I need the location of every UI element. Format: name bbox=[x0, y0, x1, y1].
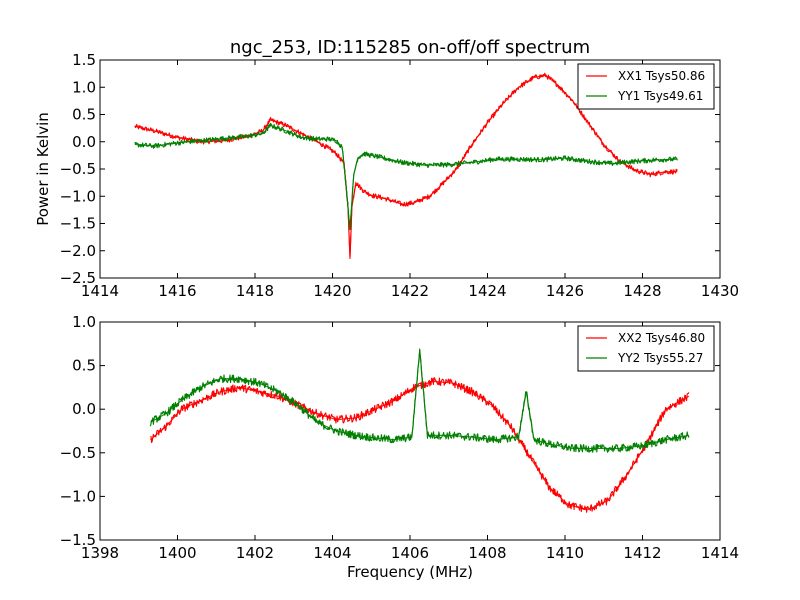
top-legend-label-xx1: XX1 Tsys50.86 bbox=[618, 69, 705, 83]
bottom-y-tick-label: −1.5 bbox=[60, 531, 96, 549]
bottom-legend-box bbox=[577, 325, 715, 372]
top-y-tick-label: −0.5 bbox=[60, 160, 96, 178]
top-chart-title: ngc_253, ID:115285 on-off/off spectrum bbox=[230, 37, 590, 58]
bottom-x-tick-label: 1408 bbox=[468, 544, 506, 562]
bottom-x-tick-label: 1414 bbox=[701, 544, 739, 562]
bottom-series-anchor-1 bbox=[150, 349, 690, 449]
top-x-tick-label: 1416 bbox=[158, 282, 196, 300]
top-x-tick-label: 1430 bbox=[701, 282, 739, 300]
top-y-tick-label: −1.0 bbox=[60, 187, 96, 205]
bottom-y-tick-label: −0.5 bbox=[60, 444, 96, 462]
bottom-legend: XX2 Tsys46.80 YY2 Tsys55.27 bbox=[577, 325, 715, 372]
top-plot-frame bbox=[99, 59, 721, 279]
bottom-y-tick-label: 0.0 bbox=[72, 400, 96, 418]
bottom-x-tick-label: 1398 bbox=[81, 544, 119, 562]
bottom-x-tick-label: 1402 bbox=[236, 544, 274, 562]
top-legend: XX1 Tsys50.86 YY1 Tsys49.61 bbox=[577, 63, 715, 110]
top-ticks-group: 1414 1416 1418 1420 1422 1424 1426 1428 1430 −2.5… bbox=[60, 51, 740, 300]
bottom-y-tick-label: 1.0 bbox=[72, 313, 96, 331]
bottom-ticks-group: 1398 1400 1402 1404 1406 1408 1410 1412 1414 −1.5… bbox=[60, 313, 740, 562]
top-y-tick-label: 1.0 bbox=[72, 78, 96, 96]
bottom-x-tick-label: 1406 bbox=[391, 544, 429, 562]
bottom-series-line-1 bbox=[149, 348, 690, 453]
top-x-tick-label: 1426 bbox=[546, 282, 584, 300]
top-series-group bbox=[134, 72, 678, 259]
bottom-x-tick-label: 1410 bbox=[546, 544, 584, 562]
top-x-tick-label: 1424 bbox=[468, 282, 506, 300]
bottom-series-group bbox=[149, 348, 690, 513]
top-y-tick-label: 0.0 bbox=[72, 133, 96, 151]
top-y-axis-label: Power in Kelvin bbox=[34, 112, 52, 226]
bottom-x-tick-label: 1400 bbox=[158, 544, 196, 562]
top-legend-label-yy1: YY1 Tsys49.61 bbox=[617, 89, 703, 103]
top-y-tick-label: −2.5 bbox=[60, 269, 96, 287]
bottom-x-axis-label: Frequency (MHz) bbox=[347, 563, 473, 581]
bottom-series-anchor-0 bbox=[150, 380, 690, 511]
bottom-plot-frame bbox=[99, 321, 721, 541]
top-x-tick-label: 1422 bbox=[391, 282, 429, 300]
top-legend-box bbox=[577, 63, 715, 110]
top-x-tick-label: 1414 bbox=[81, 282, 119, 300]
top-y-tick-label: 0.5 bbox=[72, 106, 96, 124]
bottom-legend-label-yy2: YY2 Tsys55.27 bbox=[617, 351, 703, 365]
top-x-tick-label: 1418 bbox=[236, 282, 274, 300]
bottom-series-line-0 bbox=[150, 377, 690, 513]
top-x-tick-label: 1428 bbox=[623, 282, 661, 300]
bottom-chart: Frequency (MHz) 1398 1400 1402 1404 1406 1408… bbox=[60, 313, 740, 581]
bottom-x-tick-label: 1412 bbox=[623, 544, 661, 562]
top-chart: ngc_253, ID:115285 on-off/off spectrum P… bbox=[34, 37, 739, 300]
bottom-x-tick-label: 1404 bbox=[313, 544, 351, 562]
bottom-y-tick-label: −1.0 bbox=[60, 487, 96, 505]
top-y-tick-label: −2.0 bbox=[60, 242, 96, 260]
top-series-anchor-1 bbox=[134, 124, 678, 229]
top-y-tick-label: −1.5 bbox=[60, 215, 96, 233]
top-y-tick-label: 1.5 bbox=[72, 51, 96, 69]
bottom-y-tick-label: 0.5 bbox=[72, 357, 96, 375]
top-x-tick-label: 1420 bbox=[313, 282, 351, 300]
bottom-legend-label-xx2: XX2 Tsys46.80 bbox=[618, 331, 705, 345]
